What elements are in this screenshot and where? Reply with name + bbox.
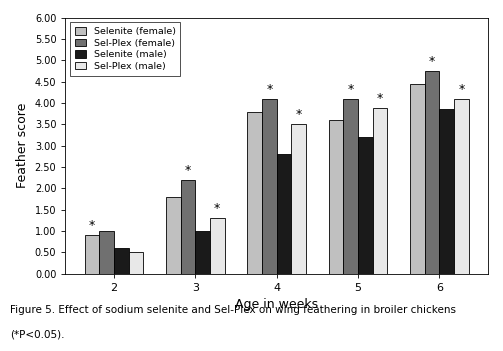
Bar	[247, 112, 262, 274]
Text: *: *	[266, 83, 273, 96]
Text: *: *	[214, 202, 220, 215]
Text: *: *	[348, 83, 354, 96]
Bar	[262, 99, 277, 274]
Bar	[85, 235, 99, 274]
Text: *: *	[185, 164, 191, 177]
Legend: Selenite (female), Sel-Plex (female), Selenite (male), Sel-Plex (male): Selenite (female), Sel-Plex (female), Se…	[70, 22, 181, 75]
Text: Figure 5. Effect of sodium selenite and Sel-Plex on wing feathering in broiler c: Figure 5. Effect of sodium selenite and …	[10, 305, 456, 315]
Text: (*P<0.05).: (*P<0.05).	[10, 330, 64, 340]
Y-axis label: Feather score: Feather score	[16, 103, 29, 188]
Bar	[195, 231, 210, 274]
Text: *: *	[89, 219, 95, 232]
Bar	[277, 154, 291, 274]
Bar	[291, 124, 306, 274]
Bar	[410, 84, 425, 274]
Bar	[329, 120, 344, 274]
X-axis label: Age in weeks: Age in weeks	[235, 298, 318, 311]
Text: *: *	[458, 83, 464, 96]
Bar	[358, 137, 373, 274]
Text: *: *	[295, 108, 302, 121]
Bar	[344, 99, 358, 274]
Bar	[425, 71, 440, 274]
Text: *: *	[429, 55, 435, 68]
Bar	[166, 197, 181, 274]
Bar	[181, 180, 195, 274]
Bar	[114, 248, 129, 274]
Bar	[210, 218, 224, 274]
Bar	[129, 252, 143, 274]
Text: *: *	[377, 92, 383, 105]
Bar	[440, 110, 454, 274]
Bar	[99, 231, 114, 274]
Bar	[373, 108, 387, 274]
Bar	[454, 99, 469, 274]
